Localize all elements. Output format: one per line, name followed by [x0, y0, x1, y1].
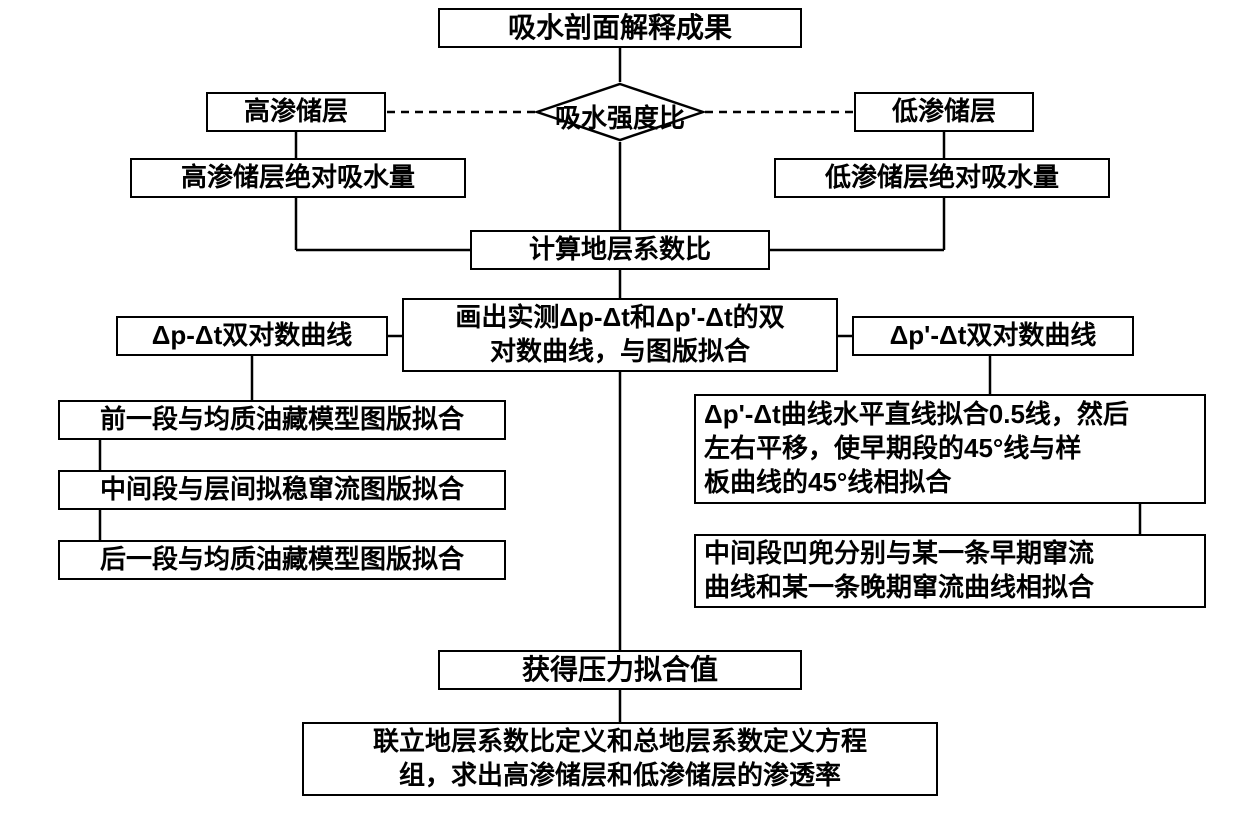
node-left-curve-label: Δp-Δt双对数曲线: [116, 316, 388, 356]
node-right-step2: 中间段凹兜分别与某一条早期窜流 曲线和某一条晚期窜流曲线相拟合: [694, 534, 1206, 608]
node-left-layer: 高渗储层: [206, 92, 386, 132]
node-left-step3: 后一段与均质油藏模型图版拟合: [58, 540, 506, 580]
node-right-step1: Δp'-Δt曲线水平直线拟合0.5线，然后 左右平移，使早期段的45°线与样 板…: [694, 394, 1206, 504]
node-top: 吸水剖面解释成果: [438, 8, 802, 48]
node-pressure-fit: 获得压力拟合值: [438, 650, 802, 690]
node-right-layer: 低渗储层: [854, 92, 1034, 132]
node-right-curve-label: Δp'-Δt双对数曲线: [852, 316, 1134, 356]
node-left-step2: 中间段与层间拟稳窜流图版拟合: [58, 470, 506, 510]
diamond-svg: [535, 82, 705, 142]
node-left-abs: 高渗储层绝对吸水量: [130, 158, 466, 198]
node-right-abs: 低渗储层绝对吸水量: [774, 158, 1110, 198]
node-calc-ratio: 计算地层系数比: [470, 230, 770, 270]
node-draw-curves: 画出实测Δp-Δt和Δp'-Δt的双 对数曲线，与图版拟合: [402, 298, 838, 372]
node-final: 联立地层系数比定义和总地层系数定义方程 组，求出高渗储层和低渗储层的渗透率: [302, 722, 938, 796]
node-left-step1: 前一段与均质油藏模型图版拟合: [58, 400, 506, 440]
